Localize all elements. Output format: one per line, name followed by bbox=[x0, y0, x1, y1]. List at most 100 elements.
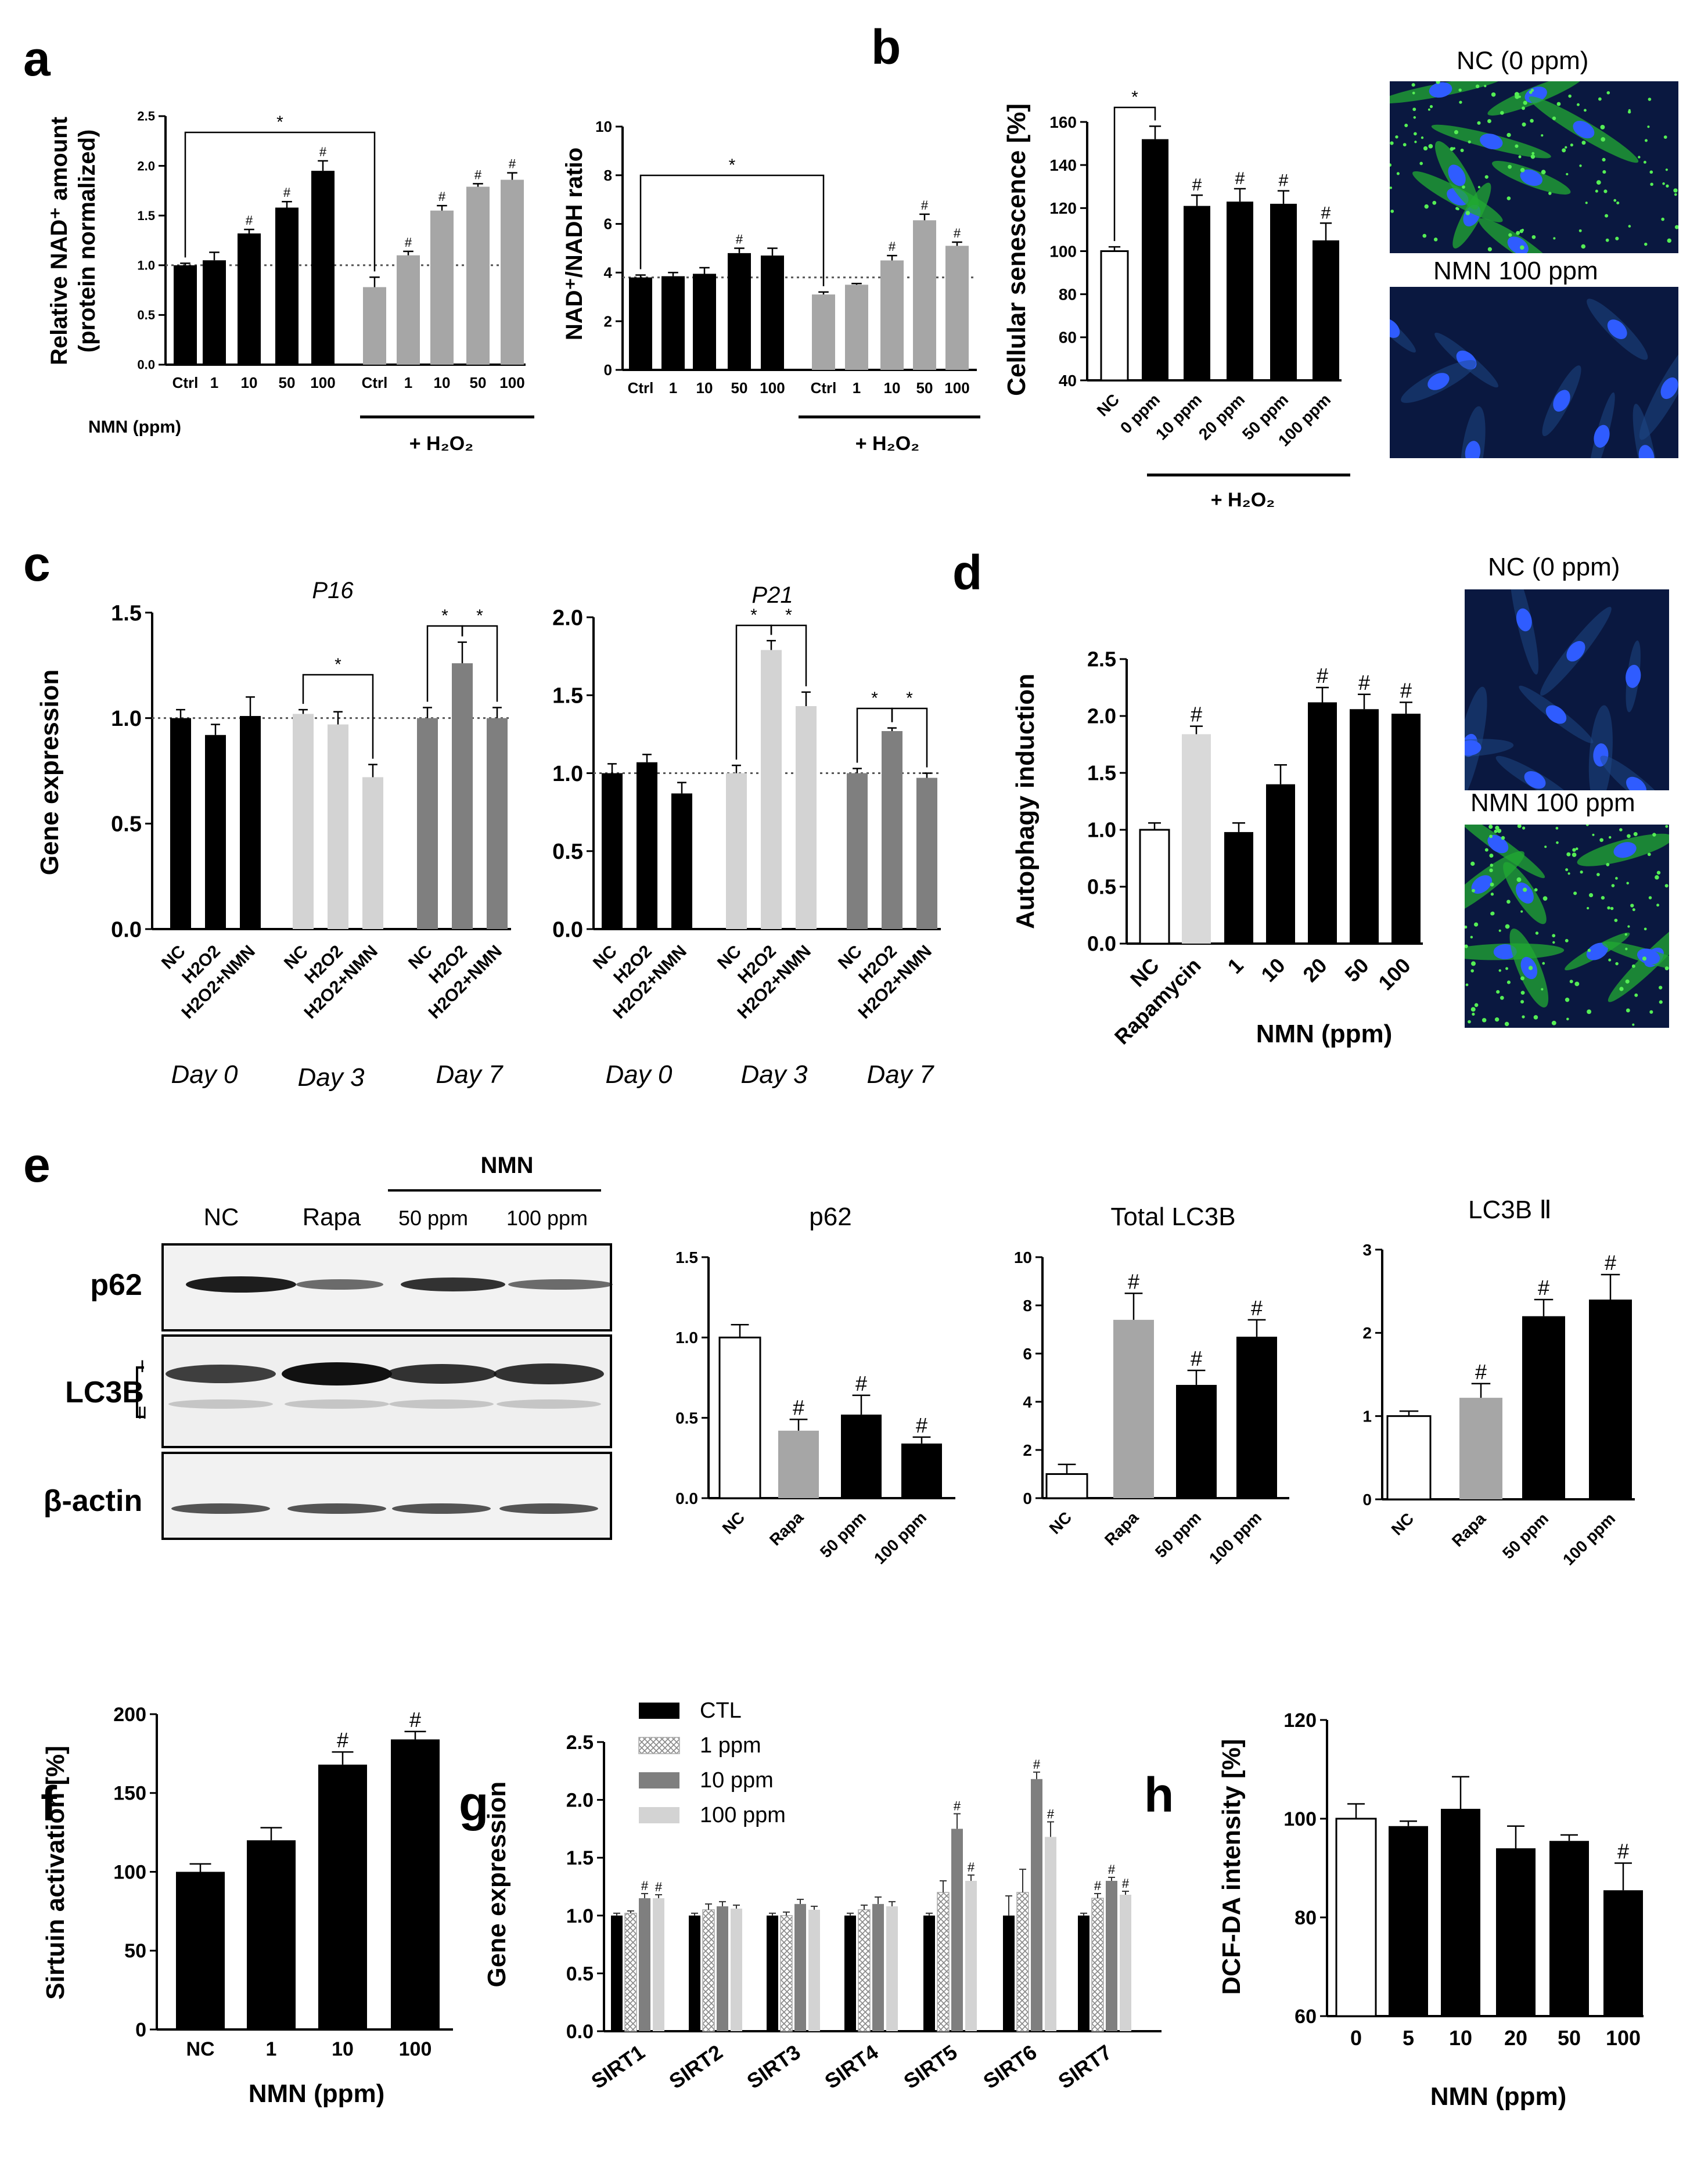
autophagy-puncta bbox=[1565, 146, 1567, 149]
autophagy-puncta bbox=[1624, 933, 1627, 936]
autophagy-puncta bbox=[1541, 170, 1546, 175]
chart-c-p21-bar bbox=[637, 762, 657, 929]
autophagy-puncta bbox=[1553, 237, 1556, 240]
autophagy-puncta bbox=[1615, 962, 1619, 966]
chart-c-p16-title: P16 bbox=[312, 578, 354, 603]
autophagy-puncta bbox=[1605, 238, 1609, 242]
autophagy-puncta bbox=[1433, 237, 1438, 242]
chart-a-right-significance-bracket bbox=[639, 174, 825, 286]
blot-band-actin bbox=[287, 1503, 386, 1514]
chart-b-ylabel: Cellular senescence [%] bbox=[1002, 103, 1031, 396]
chart-f-ytick-label: 150 bbox=[113, 1783, 146, 1805]
chart-a-right-category-label: Ctrl bbox=[811, 379, 837, 397]
autophagy-puncta bbox=[1500, 996, 1504, 1000]
chart-a-left-category-label: Ctrl bbox=[362, 374, 388, 391]
micrograph-d-nc bbox=[1465, 589, 1669, 790]
autophagy-puncta bbox=[1412, 91, 1415, 95]
autophagy-puncta bbox=[1552, 941, 1555, 944]
chart-g-bar-10-ppm bbox=[794, 1903, 806, 2031]
chart-f-significance-mark: # bbox=[409, 1708, 421, 1732]
chart-g-significance-mark: # bbox=[968, 1860, 975, 1874]
chart-a-right-significance-mark: # bbox=[889, 239, 896, 254]
chart-d-xlabel: NMN (ppm) bbox=[1256, 1020, 1393, 1048]
chart-c-p16-ytick-label: 0.0 bbox=[111, 917, 142, 942]
autophagy-puncta bbox=[1556, 102, 1561, 106]
autophagy-puncta bbox=[1505, 967, 1508, 970]
chart-e-lc3b-significance-mark: # bbox=[1128, 1269, 1139, 1293]
chart-g-category-label: SIRT1 bbox=[587, 2040, 649, 2093]
blot-lane-label: 100 ppm bbox=[506, 1206, 588, 1230]
chart-g-bar-CTL bbox=[767, 1915, 778, 2031]
autophagy-puncta bbox=[1413, 116, 1416, 119]
chart-a-right-bar bbox=[661, 276, 685, 370]
autophagy-puncta bbox=[1465, 211, 1470, 215]
panel-letter-b: b bbox=[871, 20, 901, 74]
cell-nucleus bbox=[1573, 120, 1595, 139]
chart-a-left-significance-star: * bbox=[276, 113, 283, 132]
autophagy-puncta bbox=[1390, 141, 1394, 145]
autophagy-puncta bbox=[1522, 826, 1526, 830]
chart-g-bar-100-ppm bbox=[886, 1906, 898, 2031]
chart-e-lc3bii-bar bbox=[1386, 1415, 1432, 1500]
chart-a-right: 0 2 4 6 8 10 Ctrl 1 10 #50 100 Ctrl 1 #10 #50 #100 * bbox=[595, 118, 977, 397]
autophagy-puncta bbox=[1501, 836, 1505, 840]
chart-h-ytick-label: 120 bbox=[1283, 1710, 1317, 1732]
micrograph-d-nmn-image bbox=[1465, 825, 1669, 1027]
autophagy-puncta bbox=[1566, 1017, 1569, 1021]
chart-a-right-category-label: 1 bbox=[853, 379, 861, 397]
cell-nucleus bbox=[1448, 164, 1466, 186]
autophagy-puncta bbox=[1531, 152, 1535, 155]
cell-nucleus bbox=[1465, 740, 1482, 756]
autophagy-puncta bbox=[1522, 122, 1526, 127]
chart-g-bar-1-ppm bbox=[937, 1892, 950, 2032]
chart-e-lc3bii-category-label: 100 ppm bbox=[1559, 1509, 1619, 1568]
chart-g-legend-label: CTL bbox=[700, 1698, 742, 1723]
chart-b-significance-star: * bbox=[1131, 88, 1138, 107]
chart-c-p16-bar bbox=[362, 777, 383, 929]
cell-nucleus bbox=[1626, 664, 1641, 688]
chart-a-left-significance-bracket bbox=[184, 131, 376, 272]
autophagy-puncta bbox=[1496, 990, 1500, 994]
autophagy-puncta bbox=[1659, 1000, 1663, 1004]
chart-e-lc3b-ytick-label: 8 bbox=[1023, 1297, 1032, 1315]
chart-a-right-bar bbox=[728, 253, 751, 370]
autophagy-puncta bbox=[1482, 1018, 1487, 1023]
chart-e-lc3b: 0 2 4 6 8 10 NC # Rapa #50 ppm #100 ppm bbox=[1014, 1248, 1289, 1568]
chart-c-p21-significance-bracket bbox=[891, 707, 928, 768]
chart-f-bar bbox=[176, 1872, 225, 2029]
chart-e-p62-bar bbox=[718, 1336, 761, 1499]
chart-a-right-category-label: 50 bbox=[916, 379, 933, 397]
autophagy-puncta bbox=[1579, 164, 1582, 167]
autophagy-puncta bbox=[1541, 988, 1544, 991]
chart-e-p62-ytick-label: 0.0 bbox=[675, 1489, 698, 1507]
chart-a-left-category-label: 10 bbox=[434, 374, 451, 391]
chart-a-right-bar bbox=[812, 294, 835, 370]
autophagy-puncta bbox=[1662, 182, 1665, 185]
chart-b-significance-mark: # bbox=[1279, 171, 1289, 190]
chart-c-p16-ytick-label: 0.5 bbox=[111, 812, 142, 837]
chart-c-p21-bar bbox=[726, 773, 747, 929]
cell-nucleus bbox=[1594, 424, 1610, 448]
chart-g-legend-label: 10 ppm bbox=[700, 1768, 774, 1793]
chart-b-group-label: + H₂O₂ bbox=[1211, 489, 1275, 511]
autophagy-puncta bbox=[1487, 119, 1491, 124]
autophagy-puncta bbox=[1390, 186, 1393, 189]
micrograph-b-nc-caption: NC (0 ppm) bbox=[1457, 46, 1589, 75]
chart-g-ylabel: Gene expression bbox=[483, 1782, 511, 1988]
autophagy-puncta bbox=[1568, 94, 1572, 98]
autophagy-puncta bbox=[1569, 980, 1573, 984]
autophagy-puncta bbox=[1520, 976, 1524, 981]
autophagy-puncta bbox=[1664, 884, 1669, 888]
chart-e-lc3bii-category-label: 50 ppm bbox=[1499, 1509, 1552, 1562]
cell-nucleus bbox=[1520, 169, 1542, 186]
chart-g-bar-CTL bbox=[844, 1915, 856, 2031]
autophagy-puncta bbox=[1465, 983, 1469, 987]
autophagy-puncta bbox=[1520, 245, 1524, 250]
cell-nucleus bbox=[1553, 390, 1570, 412]
cell-nucleus bbox=[1390, 318, 1400, 338]
chart-b-ytick-label: 120 bbox=[1049, 199, 1077, 217]
chart-a-left-significance-mark: # bbox=[283, 185, 291, 200]
chart-e-p62-significance-mark: # bbox=[855, 1372, 867, 1395]
